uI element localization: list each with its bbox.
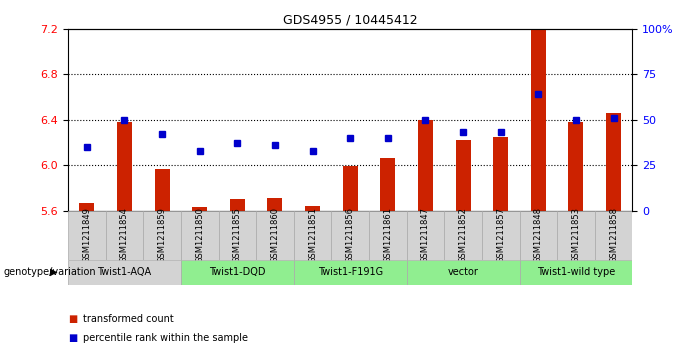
Bar xyxy=(343,166,358,211)
Bar xyxy=(305,206,320,211)
Text: Twist1-AQA: Twist1-AQA xyxy=(97,267,152,277)
Bar xyxy=(520,211,557,260)
Text: GSM1211859: GSM1211859 xyxy=(158,207,167,263)
Title: GDS4955 / 10445412: GDS4955 / 10445412 xyxy=(283,13,418,26)
Text: GSM1211858: GSM1211858 xyxy=(609,207,618,263)
Text: GSM1211847: GSM1211847 xyxy=(421,207,430,263)
Bar xyxy=(456,140,471,211)
Bar xyxy=(105,211,143,260)
Bar xyxy=(294,211,331,260)
Bar xyxy=(568,122,583,211)
Text: GSM1211851: GSM1211851 xyxy=(308,207,317,263)
Bar xyxy=(143,211,181,260)
Bar xyxy=(331,211,369,260)
Text: GSM1211848: GSM1211848 xyxy=(534,207,543,263)
Bar xyxy=(294,260,407,285)
Bar xyxy=(380,158,395,211)
Text: Twist1-wild type: Twist1-wild type xyxy=(537,267,615,277)
Bar xyxy=(531,29,546,211)
Text: GSM1211855: GSM1211855 xyxy=(233,207,242,263)
Bar xyxy=(606,113,621,211)
Bar xyxy=(181,211,218,260)
Bar xyxy=(557,211,595,260)
Text: GSM1211852: GSM1211852 xyxy=(458,207,468,263)
Bar xyxy=(80,203,95,211)
Bar xyxy=(256,211,294,260)
Bar xyxy=(68,260,181,285)
Bar xyxy=(192,207,207,211)
Bar xyxy=(407,211,444,260)
Text: GSM1211849: GSM1211849 xyxy=(82,207,91,263)
Bar xyxy=(418,120,433,211)
Text: transformed count: transformed count xyxy=(83,314,173,325)
Bar xyxy=(369,211,407,260)
Text: ■: ■ xyxy=(68,314,78,325)
Text: GSM1211856: GSM1211856 xyxy=(345,207,355,263)
Bar xyxy=(493,137,508,211)
Text: Twist1-DQD: Twist1-DQD xyxy=(209,267,266,277)
Bar xyxy=(267,198,282,211)
Text: GSM1211850: GSM1211850 xyxy=(195,207,204,263)
Text: GSM1211854: GSM1211854 xyxy=(120,207,129,263)
Bar xyxy=(407,260,520,285)
Bar xyxy=(218,211,256,260)
Text: ■: ■ xyxy=(68,333,78,343)
Text: Twist1-F191G: Twist1-F191G xyxy=(318,267,383,277)
Text: percentile rank within the sample: percentile rank within the sample xyxy=(83,333,248,343)
Bar xyxy=(181,260,294,285)
Bar xyxy=(154,168,169,211)
Bar xyxy=(595,211,632,260)
Bar xyxy=(68,211,105,260)
Text: GSM1211857: GSM1211857 xyxy=(496,207,505,263)
Text: genotype/variation: genotype/variation xyxy=(3,267,96,277)
Bar xyxy=(117,122,132,211)
Bar xyxy=(230,199,245,211)
Text: ▶: ▶ xyxy=(50,267,58,277)
Text: vector: vector xyxy=(447,267,479,277)
Bar xyxy=(444,211,482,260)
Bar xyxy=(520,260,632,285)
Bar xyxy=(482,211,520,260)
Text: GSM1211853: GSM1211853 xyxy=(571,207,581,263)
Text: GSM1211860: GSM1211860 xyxy=(271,207,279,263)
Text: GSM1211861: GSM1211861 xyxy=(384,207,392,263)
